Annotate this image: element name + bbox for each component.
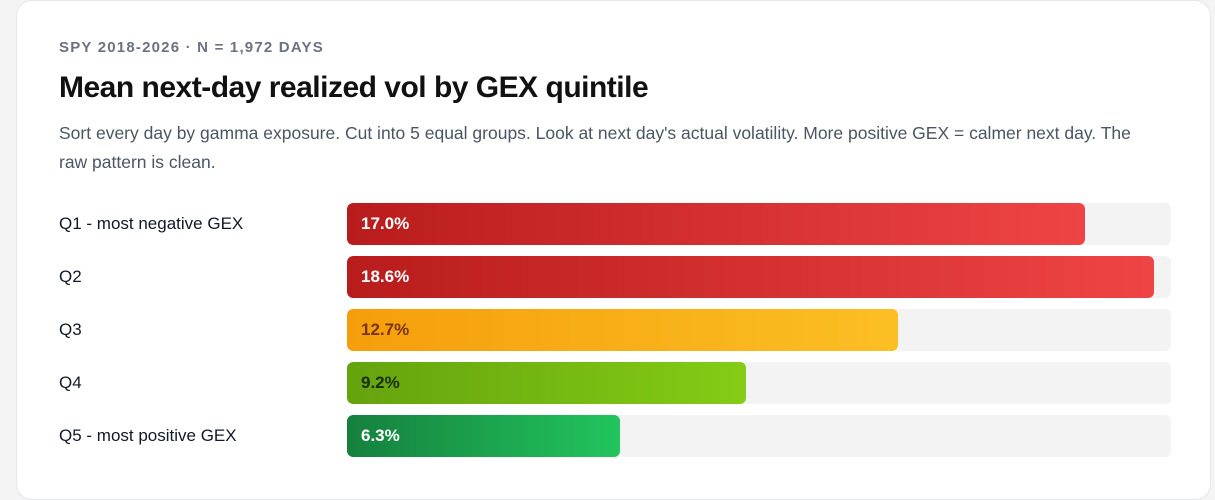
bar: 12.7% bbox=[347, 309, 898, 351]
chart-title: Mean next-day realized vol by GEX quinti… bbox=[59, 71, 649, 104]
bar-row: Q4 9.2% bbox=[59, 362, 1171, 404]
dataset-caption: SPY 2018-2026 · N = 1,972 DAYS bbox=[59, 39, 324, 56]
bar: 9.2% bbox=[347, 362, 746, 404]
bar-track: 17.0% bbox=[347, 203, 1171, 245]
bar-value-label: 18.6% bbox=[361, 267, 410, 286]
bar-track: 18.6% bbox=[347, 256, 1171, 298]
bar-row: Q1 - most negative GEX 17.0% bbox=[59, 203, 1171, 245]
bar: 6.3% bbox=[347, 415, 620, 457]
bar-value-label: 6.3% bbox=[361, 426, 400, 445]
bar: 17.0% bbox=[347, 203, 1085, 245]
bar: 18.6% bbox=[347, 256, 1154, 298]
chart-subtitle: Sort every day by gamma exposure. Cut in… bbox=[59, 123, 1131, 172]
category-label: Q1 - most negative GEX bbox=[59, 214, 244, 233]
bar-track: 6.3% bbox=[347, 415, 1171, 457]
category-label: Q5 - most positive GEX bbox=[59, 426, 237, 445]
bar-row: Q2 18.6% bbox=[59, 256, 1171, 298]
bar-track: 9.2% bbox=[347, 362, 1171, 404]
category-label: Q2 bbox=[59, 267, 82, 286]
bar-row: Q5 - most positive GEX 6.3% bbox=[59, 415, 1171, 457]
bar-row: Q3 12.7% bbox=[59, 309, 1171, 351]
bar-track: 12.7% bbox=[347, 309, 1171, 351]
bar-rows: Q1 - most negative GEX 17.0% Q2 18.6% Q3 12.7… bbox=[59, 203, 1171, 468]
chart-card: SPY 2018-2026 · N = 1,972 DAYS Mean next… bbox=[16, 0, 1211, 500]
bar-value-label: 12.7% bbox=[361, 320, 410, 339]
bar-value-label: 17.0% bbox=[361, 214, 410, 233]
category-label: Q4 bbox=[59, 373, 82, 392]
category-label: Q3 bbox=[59, 320, 82, 339]
bar-value-label: 9.2% bbox=[361, 373, 400, 392]
